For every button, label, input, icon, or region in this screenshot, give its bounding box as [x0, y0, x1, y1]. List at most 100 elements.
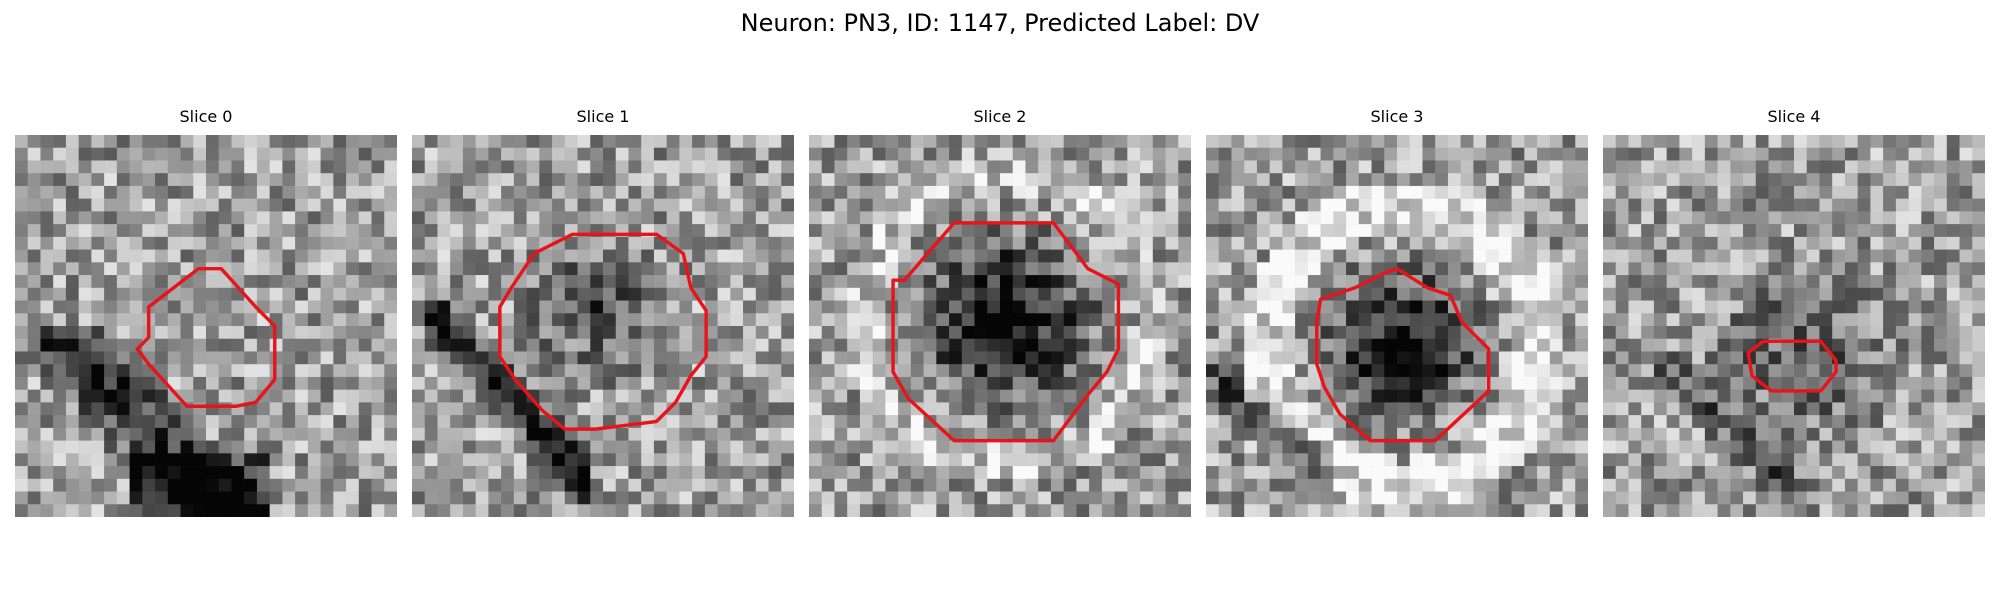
pixel	[1550, 428, 1563, 441]
pixel	[1575, 492, 1588, 505]
pixel	[1641, 148, 1654, 161]
pixel	[1153, 250, 1166, 263]
pixel	[552, 339, 565, 352]
pixel	[91, 326, 104, 339]
pixel	[1244, 224, 1257, 237]
pixel	[603, 313, 616, 326]
pixel	[860, 173, 873, 186]
pixel	[667, 211, 680, 224]
pixel	[809, 275, 822, 288]
pixel	[1448, 160, 1461, 173]
pixel	[1372, 186, 1385, 199]
pixel	[117, 351, 130, 364]
pixel	[359, 390, 372, 403]
pixel	[769, 262, 782, 275]
pixel	[705, 224, 718, 237]
pixel	[860, 313, 873, 326]
pixel	[1616, 262, 1629, 275]
pixel	[1282, 339, 1295, 352]
pixel	[1921, 135, 1934, 148]
pixel	[1486, 466, 1499, 479]
pixel	[987, 160, 1000, 173]
pixel	[66, 250, 79, 263]
pixel	[1819, 453, 1832, 466]
pixel	[1410, 250, 1423, 263]
pixel	[1947, 441, 1960, 454]
pixel	[117, 377, 130, 390]
pixel	[1448, 275, 1461, 288]
slice-title: Slice 0	[15, 105, 397, 129]
pixel	[949, 377, 962, 390]
pixel	[911, 135, 924, 148]
pixel	[692, 224, 705, 237]
pixel	[168, 453, 181, 466]
pixel	[1718, 135, 1731, 148]
pixel	[53, 339, 66, 352]
pixel	[1524, 313, 1537, 326]
pixel	[501, 504, 514, 517]
pixel	[1718, 390, 1731, 403]
pixel	[437, 224, 450, 237]
pixel	[1705, 351, 1718, 364]
pixel	[1667, 250, 1680, 263]
pixel	[117, 453, 130, 466]
pixel	[53, 148, 66, 161]
pixel	[425, 453, 438, 466]
pixel	[1654, 504, 1667, 517]
pixel	[104, 504, 117, 517]
pixel	[308, 504, 321, 517]
pixel	[590, 492, 603, 505]
pixel	[641, 160, 654, 173]
pixel	[1270, 504, 1283, 517]
pixel	[463, 339, 476, 352]
pixel	[718, 211, 731, 224]
pixel	[1870, 135, 1883, 148]
pixel	[616, 262, 629, 275]
pixel	[1257, 211, 1270, 224]
pixel	[40, 466, 53, 479]
pixel	[1934, 402, 1947, 415]
pixel	[1397, 466, 1410, 479]
pixel	[1089, 250, 1102, 263]
pixel	[1563, 428, 1576, 441]
pixel	[206, 492, 219, 505]
pixel	[1333, 160, 1346, 173]
pixel	[463, 441, 476, 454]
pixel	[1282, 148, 1295, 161]
pixel	[834, 301, 847, 314]
pixel	[962, 390, 975, 403]
pixel	[1563, 186, 1576, 199]
pixel	[1524, 326, 1537, 339]
pixel	[1845, 453, 1858, 466]
pixel	[1972, 441, 1985, 454]
pixel	[1486, 504, 1499, 517]
pixel	[1435, 301, 1448, 314]
pixel	[1448, 211, 1461, 224]
pixel	[578, 288, 591, 301]
pixel	[450, 326, 463, 339]
pixel	[1140, 377, 1153, 390]
pixel	[15, 377, 28, 390]
pixel	[1512, 173, 1525, 186]
pixel	[1219, 160, 1232, 173]
pixel	[781, 148, 794, 161]
pixel	[654, 504, 667, 517]
pixel	[193, 288, 206, 301]
pixel	[628, 173, 641, 186]
pixel	[834, 441, 847, 454]
pixel	[1603, 504, 1616, 517]
pixel	[1960, 504, 1973, 517]
pixel	[1270, 301, 1283, 314]
pixel	[1550, 415, 1563, 428]
pixel	[91, 390, 104, 403]
pixel	[1384, 466, 1397, 479]
pixel	[1038, 186, 1051, 199]
pixel	[1231, 224, 1244, 237]
pixel	[219, 199, 232, 212]
pixel	[898, 364, 911, 377]
pixel	[949, 479, 962, 492]
pixel	[346, 453, 359, 466]
pixel	[1461, 441, 1474, 454]
pixel	[847, 148, 860, 161]
pixel	[270, 492, 283, 505]
